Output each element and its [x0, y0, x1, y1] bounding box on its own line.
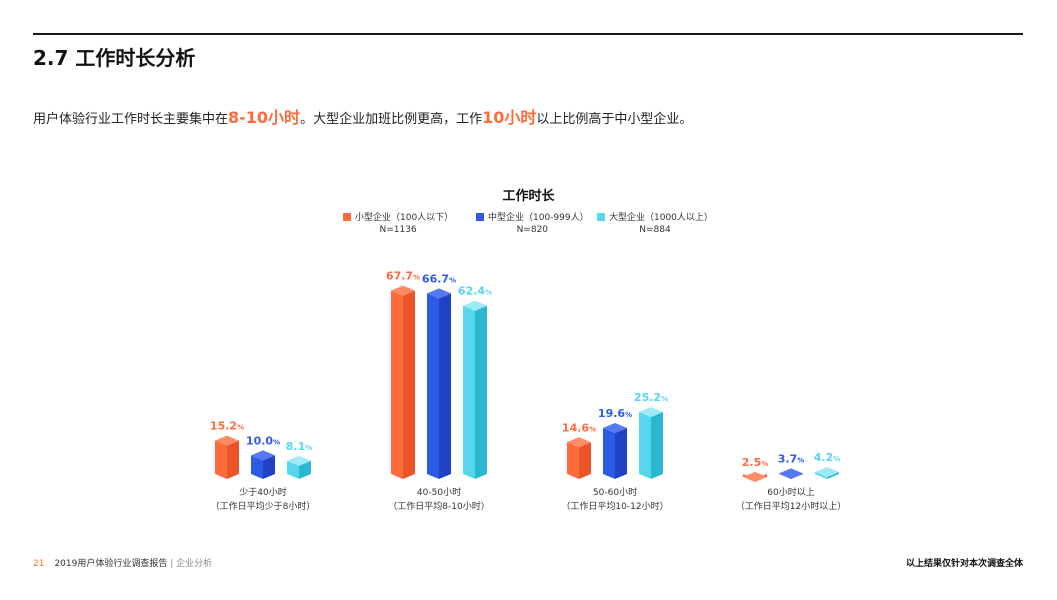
legend-label-large: 大型企业（1000人以上） [609, 213, 713, 223]
bar-value-label: 3.7% [778, 452, 805, 465]
bar-0-1-right-face [263, 455, 275, 479]
bar-value-label: 2.5% [742, 456, 769, 469]
bar-value-label: 25.2% [634, 391, 668, 404]
bar-1-0-top-face [391, 285, 415, 296]
category-label: 40-50小时 [417, 486, 461, 498]
bar-3-2-left-face [815, 472, 827, 479]
category-label: 60小时以上 [767, 486, 814, 498]
bar-value-label: 62.4% [458, 285, 492, 298]
report-name: 2019用户体验行业调查报告 [54, 559, 168, 569]
bar-2-0-left-face [567, 442, 579, 479]
footer-left: 21 2019用户体验行业调查报告 | 企业分析 [33, 556, 212, 569]
legend-swatch-small [343, 213, 351, 221]
legend-item-medium: 中型企业（100-999人） N=820 [476, 210, 589, 235]
legend-item-large: 大型企业（1000人以上） N=884 [597, 210, 713, 235]
bar-0-1-left-face [251, 455, 263, 479]
bar-1-2-left-face [463, 305, 475, 479]
bar-value-label: 66.7% [422, 272, 456, 285]
bar-0-1-top-face [251, 450, 275, 461]
bar-1-1-left-face [427, 293, 439, 479]
bar-3-1-right-face [791, 473, 803, 479]
footer-section: 企业分析 [176, 559, 213, 569]
summary-part-1: 用户体验行业工作时长主要集中在 [33, 112, 229, 127]
bar-3-0-top-face [743, 471, 767, 482]
bar-3-1-left-face [779, 473, 791, 479]
bar-2-2-left-face [639, 412, 651, 479]
bar-2-1-right-face [615, 428, 627, 479]
bar-1-1-right-face [439, 293, 451, 479]
category-label: （工作日平均10-12小时） [561, 500, 668, 512]
summary-highlight-2: 10小时 [482, 108, 537, 127]
legend-swatch-large [597, 213, 605, 221]
chart-title: 工作时长 [502, 189, 555, 204]
summary-highlight-1: 8-10小时 [228, 108, 301, 127]
bar-value-label: 19.6% [598, 407, 632, 420]
bar-0-2-right-face [299, 460, 311, 479]
bar-0-2-left-face [287, 460, 299, 479]
bar-value-label: 14.6% [562, 421, 596, 434]
category-label: （工作日平均12小时以上） [736, 500, 846, 512]
category-label: （工作日平均少于8小时） [211, 500, 316, 512]
legend-n-medium: N=820 [516, 225, 549, 235]
bar-value-label: 10.0% [246, 434, 280, 447]
legend-n-small: N=1136 [379, 225, 417, 235]
summary-part-3: 以上比例高于中小型企业。 [536, 112, 693, 127]
bar-1-1-top-face [427, 288, 451, 299]
bar-value-label: 4.2% [814, 451, 841, 464]
bar-3-1-top-face [779, 468, 803, 479]
legend-label-small: 小型企业（100人以下） [355, 213, 454, 223]
bar-2-1-top-face [603, 423, 627, 433]
bar-3-2-top-face [815, 467, 839, 477]
bar-1-2-top-face [463, 300, 487, 311]
bar-2-2-right-face [651, 412, 663, 479]
page-title: 2.7 工作时长分析 [33, 46, 196, 70]
legend-n-large: N=884 [639, 225, 671, 235]
bar-1-2-right-face [475, 305, 487, 479]
legend-swatch-medium [476, 213, 484, 221]
bar-2-2-top-face [639, 407, 663, 417]
bar-1-0-left-face [391, 290, 403, 479]
bar-0-2-top-face [287, 455, 311, 466]
bar-0-0-top-face [215, 435, 239, 446]
bar-value-label: 67.7% [386, 270, 420, 283]
legend-item-small: 小型企业（100人以下） N=1136 [343, 210, 453, 235]
category-label: （工作日平均8-10小时） [388, 500, 489, 512]
bar-value-label: 15.2% [210, 420, 244, 433]
summary-part-2: 。大型企业加班比例更高，工作 [300, 112, 483, 127]
bar-0-0-right-face [227, 440, 239, 479]
bar-1-0-right-face [403, 290, 415, 479]
summary-text: 用户体验行业工作时长主要集中在8-10小时。大型企业加班比例更高，工作10小时以… [33, 104, 692, 128]
bar-value-label: 8.1% [286, 440, 313, 453]
bar-chart: 15.2%10.0% 8.1% 少于40小时 （工作日平均少于8小时） 67.7% 66.… [210, 270, 846, 512]
header-rule [33, 33, 1023, 35]
footer-note: 以上结果仅针对本次调查全体 [905, 559, 1023, 569]
legend-label-medium: 中型企业（100-999人） [488, 213, 589, 223]
bar-2-0-top-face [567, 437, 591, 448]
bar-2-0-right-face [579, 442, 591, 479]
category-label: 少于40小时 [239, 486, 286, 498]
category-label: 50-60小时 [593, 486, 637, 498]
bar-3-2-right-face [827, 472, 839, 479]
bar-0-0-left-face [215, 440, 227, 479]
footer-separator: | [170, 559, 174, 569]
bar-2-1-left-face [603, 428, 615, 479]
page-number: 21 [33, 559, 45, 569]
